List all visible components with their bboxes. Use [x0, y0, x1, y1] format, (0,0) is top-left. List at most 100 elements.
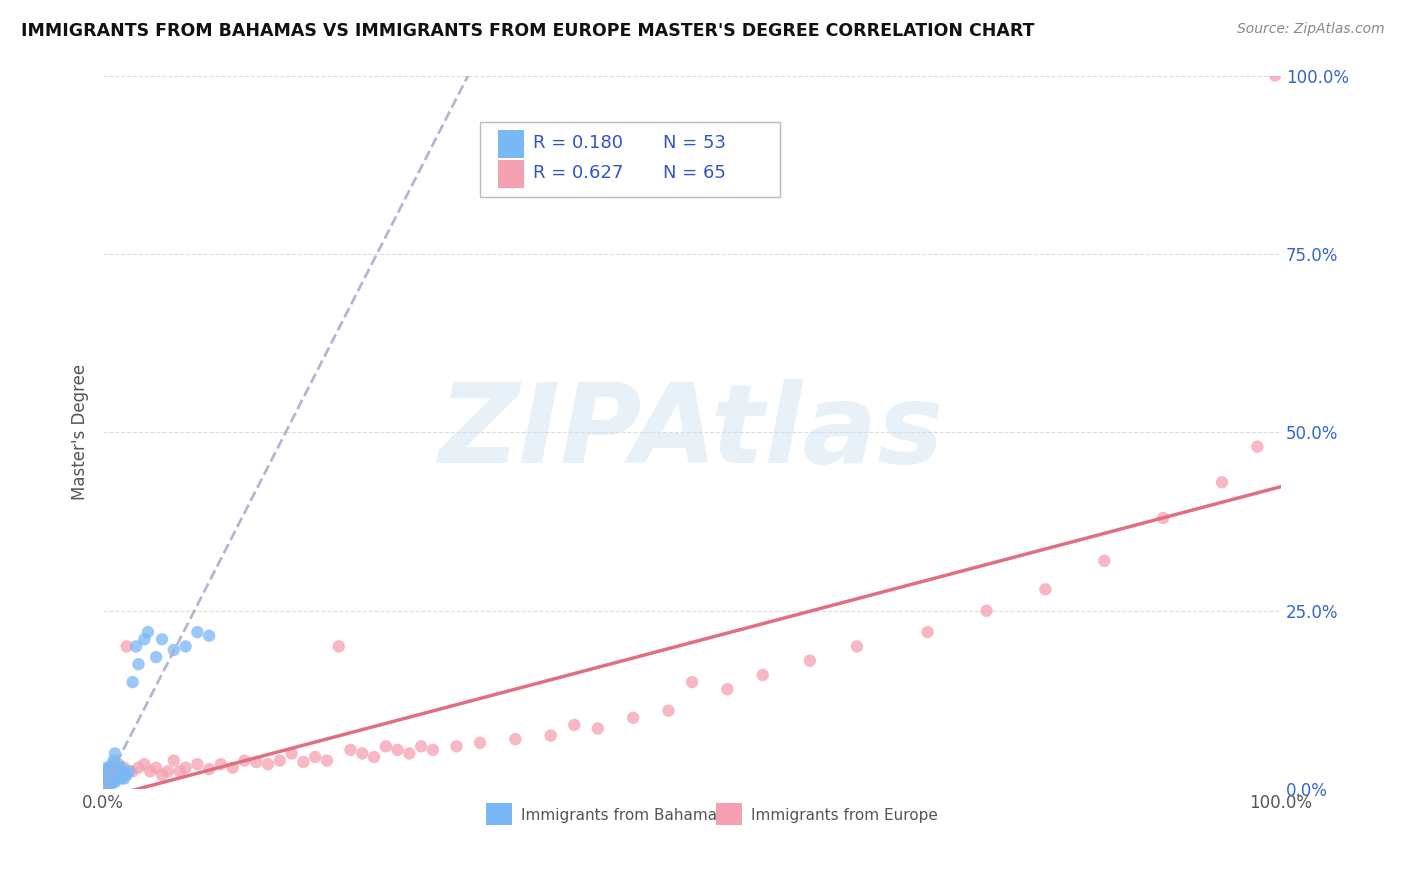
- Point: [100, 768, 122, 782]
- Point: [150, 768, 173, 782]
- Point: [233, 754, 256, 768]
- Point: [657, 704, 679, 718]
- Point: [169, 764, 191, 779]
- Point: [127, 657, 149, 672]
- Point: [1211, 475, 1233, 490]
- Point: [1152, 511, 1174, 525]
- Point: [94, 772, 117, 786]
- Point: [134, 632, 156, 647]
- Point: [97, 768, 120, 782]
- Point: [100, 768, 122, 782]
- Point: [98, 768, 121, 782]
- Point: [121, 675, 143, 690]
- Point: [292, 755, 315, 769]
- Point: [125, 640, 148, 654]
- Text: Immigrants from Bahamas: Immigrants from Bahamas: [522, 808, 725, 823]
- Text: IMMIGRANTS FROM BAHAMAS VS IMMIGRANTS FROM EUROPE MASTER'S DEGREE CORRELATION CH: IMMIGRANTS FROM BAHAMAS VS IMMIGRANTS FR…: [21, 22, 1035, 40]
- Point: [328, 640, 350, 654]
- Point: [101, 761, 124, 775]
- Point: [422, 743, 444, 757]
- Text: Source: ZipAtlas.com: Source: ZipAtlas.com: [1237, 22, 1385, 37]
- Point: [411, 739, 433, 754]
- FancyBboxPatch shape: [479, 122, 780, 197]
- Point: [198, 762, 221, 776]
- Point: [98, 764, 121, 779]
- Text: N = 65: N = 65: [662, 164, 725, 182]
- Point: [1035, 582, 1057, 597]
- Point: [127, 761, 149, 775]
- Point: [145, 761, 167, 775]
- Point: [110, 764, 132, 779]
- Y-axis label: Master's Degree: Master's Degree: [72, 364, 89, 500]
- Bar: [716, 804, 741, 825]
- Point: [101, 757, 124, 772]
- Point: [103, 754, 125, 768]
- Point: [104, 768, 127, 782]
- Point: [104, 764, 127, 779]
- Text: R = 0.180: R = 0.180: [533, 135, 623, 153]
- Point: [93, 775, 115, 789]
- Point: [136, 625, 159, 640]
- Point: [505, 732, 527, 747]
- Point: [156, 764, 179, 779]
- Point: [186, 757, 208, 772]
- Point: [101, 775, 124, 789]
- Point: [799, 654, 821, 668]
- Point: [198, 629, 221, 643]
- Point: [221, 761, 243, 775]
- Point: [100, 775, 122, 789]
- Point: [100, 761, 122, 775]
- Point: [681, 675, 703, 690]
- Point: [112, 768, 135, 782]
- Point: [98, 764, 121, 779]
- Point: [96, 776, 118, 790]
- Point: [96, 761, 118, 775]
- Point: [97, 764, 120, 779]
- Point: [751, 668, 773, 682]
- Point: [540, 729, 562, 743]
- Point: [716, 682, 738, 697]
- Point: [374, 739, 396, 754]
- Point: [98, 772, 121, 786]
- Point: [257, 757, 280, 772]
- Point: [105, 768, 128, 782]
- Point: [111, 764, 134, 779]
- Point: [94, 779, 117, 793]
- Point: [110, 761, 132, 775]
- Point: [586, 722, 609, 736]
- Point: [107, 757, 129, 772]
- Point: [304, 750, 326, 764]
- Point: [98, 761, 121, 775]
- Bar: [486, 804, 512, 825]
- Point: [316, 754, 339, 768]
- Point: [269, 754, 291, 768]
- Point: [121, 764, 143, 779]
- Point: [245, 755, 267, 769]
- Point: [468, 736, 491, 750]
- Point: [917, 625, 939, 640]
- Point: [163, 754, 186, 768]
- Point: [387, 743, 409, 757]
- Point: [97, 779, 120, 793]
- Point: [186, 625, 208, 640]
- Point: [1246, 440, 1268, 454]
- Point: [105, 772, 128, 786]
- Point: [115, 768, 138, 782]
- Point: [94, 768, 117, 782]
- Point: [115, 640, 138, 654]
- Point: [446, 739, 468, 754]
- Point: [1092, 554, 1115, 568]
- Point: [139, 764, 162, 779]
- Point: [621, 711, 644, 725]
- Point: [111, 772, 134, 786]
- Text: N = 53: N = 53: [662, 135, 725, 153]
- Point: [112, 772, 135, 786]
- Text: ZIPAtlas: ZIPAtlas: [439, 379, 945, 486]
- Point: [845, 640, 868, 654]
- Point: [562, 718, 585, 732]
- Bar: [498, 130, 523, 158]
- Point: [339, 743, 361, 757]
- Point: [104, 747, 127, 761]
- Point: [107, 768, 129, 782]
- Point: [363, 750, 385, 764]
